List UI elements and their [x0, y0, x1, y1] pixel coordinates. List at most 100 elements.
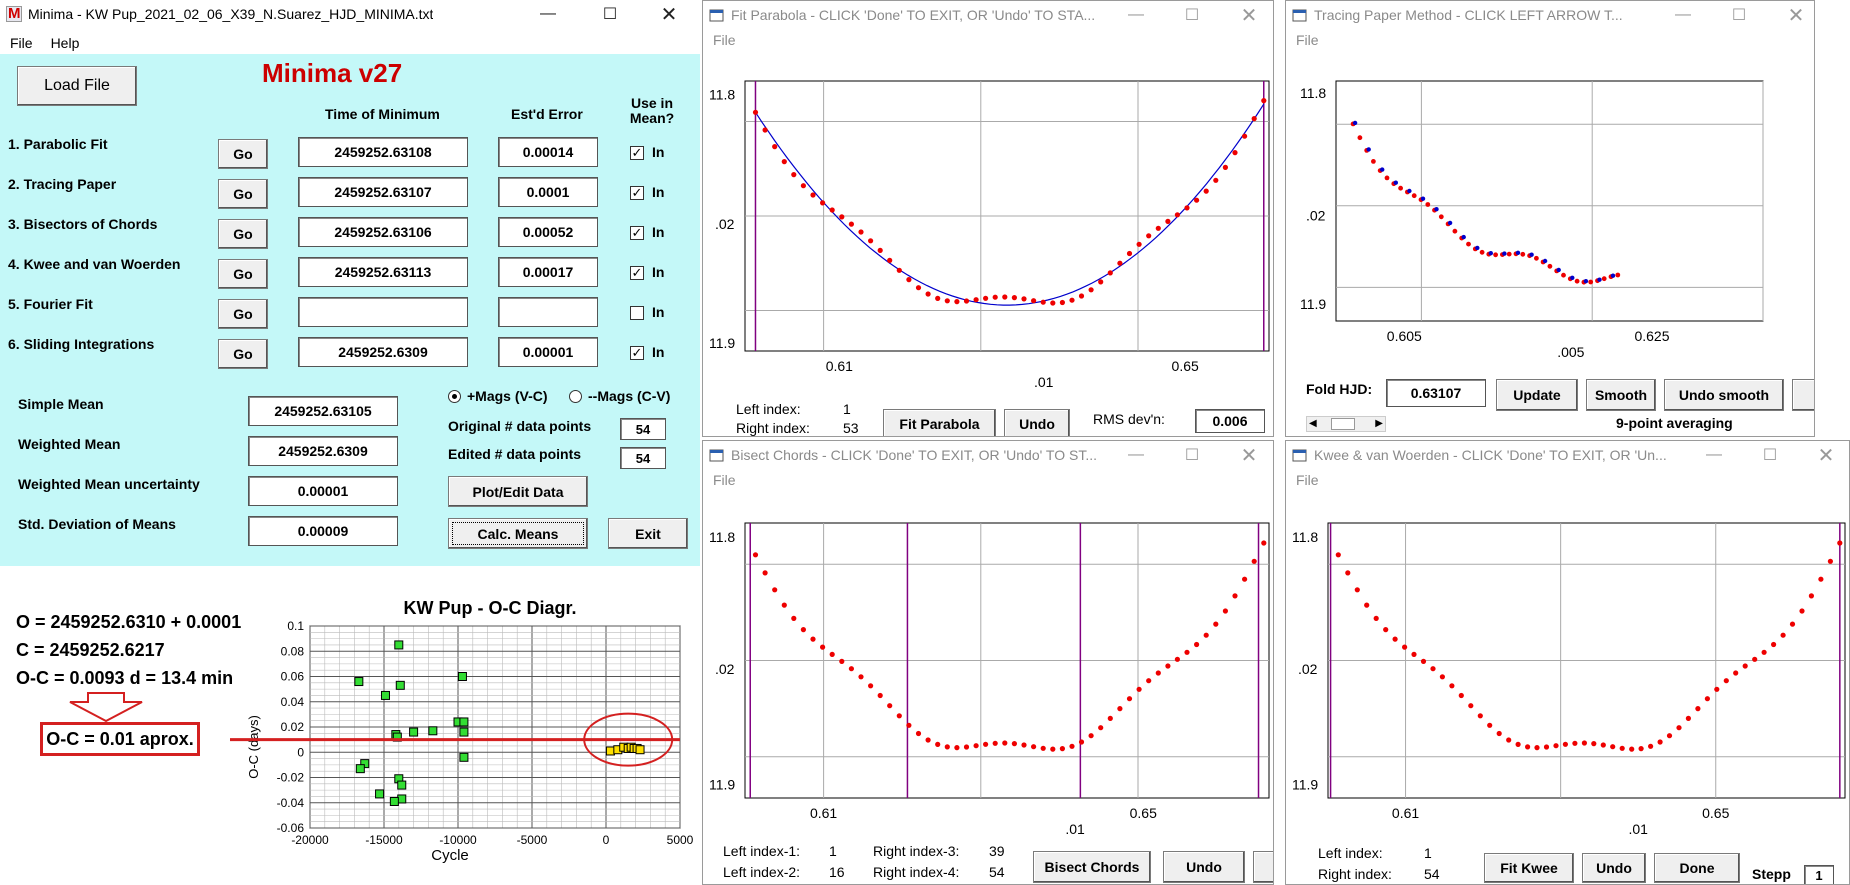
wm-uncertainty-value[interactable]: 0.00001 — [248, 476, 398, 506]
fold-hjd-input[interactable]: 0.63107 — [1386, 379, 1486, 407]
menu-file[interactable]: File — [1296, 472, 1319, 488]
radio-minus-mags[interactable]: --Mags (C-V) — [569, 388, 670, 404]
data-point — [848, 666, 854, 672]
time-of-minimum-field[interactable]: 2459252.63108 — [298, 137, 468, 167]
maximize-icon[interactable]: ☐ — [1762, 447, 1778, 464]
go-button[interactable]: Go — [218, 259, 268, 289]
data-point — [1449, 683, 1455, 689]
overflow-button[interactable] — [1253, 851, 1273, 883]
use-in-mean-checkbox[interactable]: ✓ — [630, 145, 644, 160]
data-point — [1799, 608, 1805, 614]
go-button[interactable]: Go — [218, 219, 268, 249]
data-point — [1780, 632, 1786, 638]
data-point — [1808, 593, 1814, 599]
data-point — [1398, 185, 1403, 191]
time-of-minimum-field[interactable]: 2459252.63107 — [298, 177, 468, 207]
data-point — [1761, 649, 1767, 655]
time-of-minimum-field[interactable]: 2459252.6309 — [298, 337, 468, 367]
error-field[interactable]: 0.00052 — [498, 217, 598, 247]
done-button[interactable]: Done — [1654, 853, 1740, 883]
menu-file[interactable]: File — [1296, 32, 1319, 48]
use-in-mean-checkbox[interactable]: ✓ — [630, 185, 644, 200]
data-point — [1352, 120, 1358, 126]
minima-window: M Minima - KW Pup_2021_02_06_X39_N.Suare… — [0, 0, 700, 567]
error-field[interactable]: 0.0001 — [498, 177, 598, 207]
minimize-icon[interactable]: — — [1675, 6, 1691, 23]
update-button[interactable]: Update — [1496, 379, 1578, 411]
overflow-button[interactable] — [1792, 379, 1814, 411]
y-tick-label: 11.9 — [1300, 296, 1326, 312]
data-point — [1040, 299, 1046, 305]
data-point — [1194, 641, 1200, 648]
error-field[interactable]: 0.00001 — [498, 337, 598, 367]
weighted-mean-value[interactable]: 2459252.6309 — [248, 436, 398, 466]
minimize-icon[interactable]: — — [1128, 446, 1144, 463]
data-point — [973, 743, 979, 749]
scroll-left-icon[interactable]: ◀ — [1309, 418, 1317, 429]
use-in-mean-checkbox[interactable]: ✓ — [630, 265, 644, 280]
close-icon[interactable]: ✕ — [1817, 444, 1835, 467]
go-button[interactable]: Go — [218, 339, 268, 369]
close-icon[interactable]: ✕ — [1787, 4, 1805, 27]
close-icon[interactable]: ✕ — [1240, 444, 1258, 467]
maximize-icon[interactable]: ☐ — [602, 6, 618, 23]
calc-means-button[interactable]: Calc. Means — [448, 518, 588, 549]
fit-parabola-button[interactable]: Fit Parabola — [883, 409, 996, 436]
menu-file[interactable]: File — [10, 35, 33, 51]
plot-edit-button[interactable]: Plot/Edit Data — [448, 476, 588, 507]
shift-scrollbar[interactable]: ◀ ▶ — [1306, 416, 1386, 432]
exit-button[interactable]: Exit — [608, 518, 688, 549]
error-field[interactable]: 0.00014 — [498, 137, 598, 167]
maximize-icon[interactable]: ☐ — [1184, 7, 1200, 24]
data-point — [1434, 207, 1439, 212]
scroll-thumb[interactable] — [1331, 418, 1355, 430]
x-tick-label: .01 — [1034, 374, 1054, 390]
bisect-chords-button[interactable]: Bisect Chords — [1033, 851, 1151, 883]
minimize-icon[interactable]: — — [1706, 446, 1722, 463]
time-of-minimum-field[interactable] — [298, 297, 468, 327]
error-field[interactable] — [498, 297, 598, 327]
std-dev-value[interactable]: 0.00009 — [248, 516, 398, 546]
undo-button[interactable]: Undo — [1582, 853, 1646, 883]
fit-kwee-button[interactable]: Fit Kwee — [1484, 853, 1574, 883]
undo-button[interactable]: Undo — [1163, 851, 1245, 883]
data-point — [1488, 251, 1493, 256]
maximize-icon[interactable]: ☐ — [1731, 7, 1747, 24]
time-of-minimum-field[interactable]: 2459252.63106 — [298, 217, 468, 247]
undo-smooth-button[interactable]: Undo smooth — [1664, 379, 1784, 411]
go-button[interactable]: Go — [218, 299, 268, 329]
data-point — [1543, 744, 1550, 750]
use-in-mean-checkbox[interactable]: ✓ — [630, 225, 644, 240]
go-button[interactable]: Go — [218, 179, 268, 209]
x-tick-label: 0.61 — [826, 358, 853, 374]
right-index-3-value: 39 — [989, 843, 1005, 859]
data-point — [1002, 294, 1008, 300]
minima-app-icon: M — [6, 5, 22, 22]
go-button[interactable]: Go — [218, 139, 268, 169]
menu-file[interactable]: File — [713, 32, 736, 48]
minimize-icon[interactable]: — — [1128, 6, 1144, 23]
smooth-button[interactable]: Smooth — [1586, 379, 1656, 411]
data-point — [1581, 740, 1587, 746]
data-point — [1174, 212, 1180, 218]
use-in-mean-checkbox[interactable] — [630, 306, 644, 320]
data-point — [915, 285, 922, 291]
load-file-button[interactable]: Load File — [17, 66, 137, 106]
use-in-mean-checkbox[interactable]: ✓ — [630, 345, 644, 360]
scroll-right-icon[interactable]: ▶ — [1375, 418, 1383, 429]
menu-file[interactable]: File — [713, 472, 736, 488]
close-icon[interactable]: ✕ — [660, 3, 678, 26]
error-field[interactable]: 0.00017 — [498, 257, 598, 287]
close-icon[interactable]: ✕ — [1240, 4, 1258, 27]
simple-mean-value[interactable]: 2459252.63105 — [248, 396, 398, 426]
stepp-input[interactable]: 1 — [1804, 865, 1834, 884]
menu-help[interactable]: Help — [50, 35, 80, 51]
maximize-icon[interactable]: ☐ — [1184, 447, 1200, 464]
time-of-minimum-field[interactable]: 2459252.63113 — [298, 257, 468, 287]
method-label: 1. Parabolic Fit — [8, 136, 108, 152]
data-point — [1430, 666, 1436, 672]
radio-plus-mags[interactable]: +Mags (V-C) — [448, 388, 548, 404]
minimize-icon[interactable]: — — [540, 5, 556, 22]
undo-button[interactable]: Undo — [1004, 409, 1070, 436]
left-index-value: 1 — [1424, 845, 1432, 861]
